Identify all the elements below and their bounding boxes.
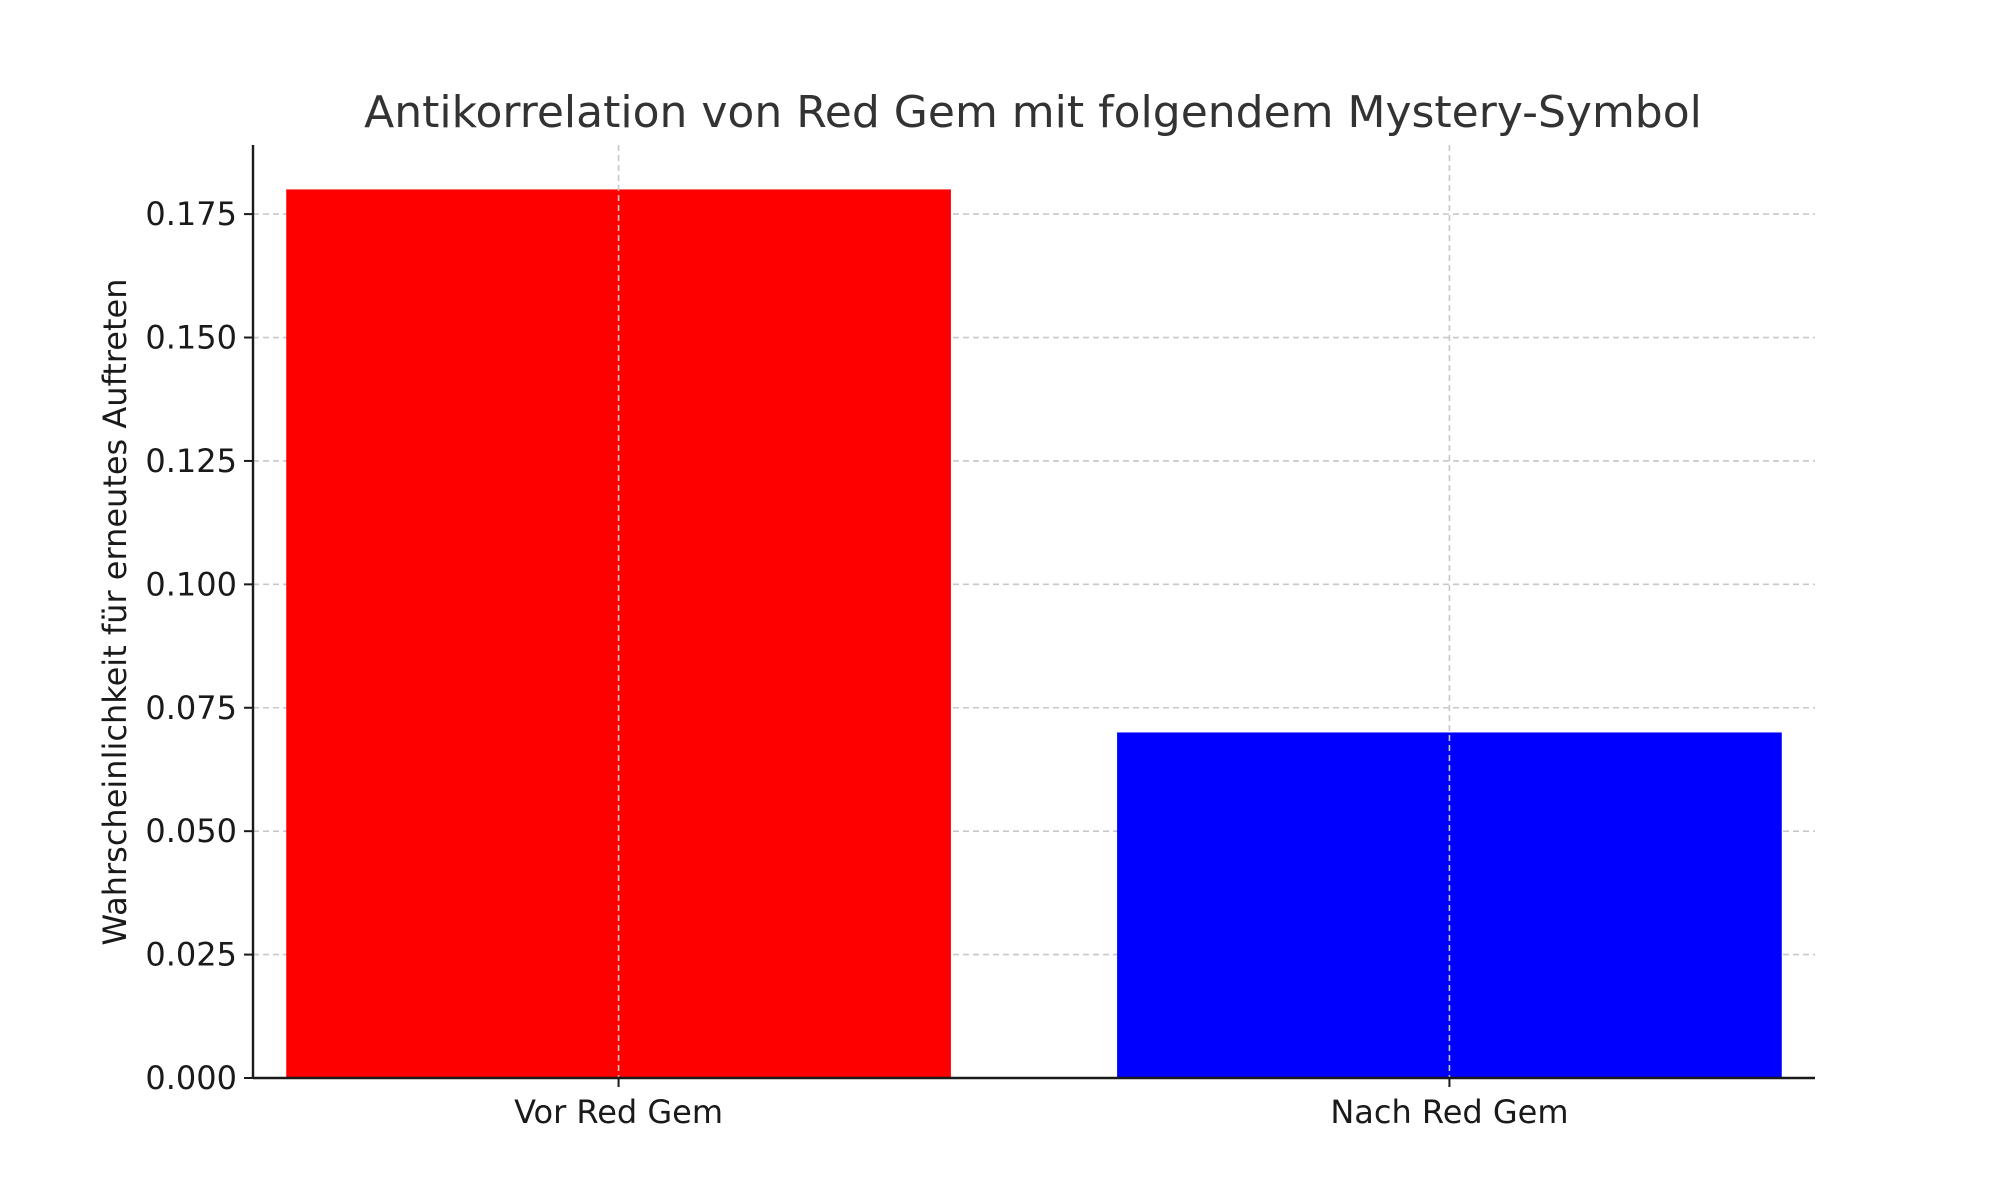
x-tick-label: Nach Red Gem (1330, 1093, 1568, 1131)
y-tick-label: 0.100 (145, 565, 237, 603)
y-ticks: 0.000 0.025 0.050 0.075 0.100 0.125 0.150 0.175 (145, 195, 253, 1097)
bar-vor-red-gem (286, 189, 951, 1078)
chart-title: Antikorrelation von Red Gem mit folgende… (364, 87, 1702, 138)
y-tick-label: 0.025 (145, 936, 237, 974)
y-tick-label: 0.050 (145, 812, 237, 850)
y-tick-label: 0.150 (145, 319, 237, 357)
bars (286, 189, 1782, 1078)
vertical-grid (617, 145, 1451, 1078)
y-tick-label: 0.125 (145, 442, 237, 480)
y-tick-label: 0.075 (145, 689, 237, 727)
x-tick-label: Vor Red Gem (514, 1093, 723, 1131)
x-ticks: Vor Red Gem Nach Red Gem (514, 1078, 1569, 1131)
y-tick-label: 0.000 (145, 1059, 237, 1097)
y-tick-label: 0.175 (145, 195, 237, 233)
axes (251, 145, 1815, 1080)
y-axis-label: Wahrscheinlichkeit für erneutes Auftrete… (96, 279, 134, 946)
